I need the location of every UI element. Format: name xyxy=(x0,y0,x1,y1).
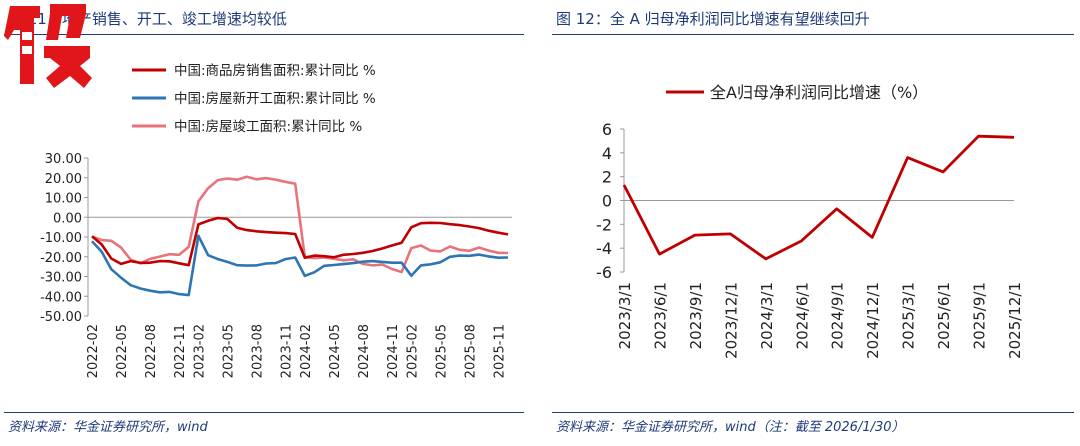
x-tick-label: 2024-08 xyxy=(357,324,372,378)
x-tick-label: 2025/3/1 xyxy=(900,282,918,349)
figure-12-panel: 图 12：全 A 归母净利润同比增速有望继续回升 全A归母净利润同比增速（%） 6… xyxy=(548,0,1080,446)
x-tick-label: 2023/12/1 xyxy=(722,282,740,359)
figure-12-top-rule xyxy=(552,34,1074,35)
series-line-0 xyxy=(91,216,509,267)
figure-11-bottom-rule xyxy=(4,412,524,413)
y-tick-label: 6 xyxy=(602,120,612,139)
y-tick-label: 0.00 xyxy=(53,211,82,226)
x-tick-label: 2023-11 xyxy=(279,324,294,378)
y-tick-label: -6 xyxy=(596,263,612,282)
x-tick-label: 2022-11 xyxy=(173,324,188,378)
y-tick-label: -20.00 xyxy=(40,251,82,266)
x-tick-label: 2023-08 xyxy=(250,324,265,378)
x-tick-label: 2024/3/1 xyxy=(758,282,776,349)
x-tick-label: 2025-11 xyxy=(492,324,507,378)
x-tick-label: 2023/6/1 xyxy=(651,282,669,349)
x-tick-label: 2024-02 xyxy=(299,324,314,378)
legend-label-1: 中国:房屋新开工面积:累计同比 % xyxy=(174,91,376,107)
x-tick-label: 2024/12/1 xyxy=(864,282,882,359)
x-tick-label: 2025/9/1 xyxy=(971,282,989,349)
figure-12-bottom-rule xyxy=(552,412,1074,413)
gu-stamp-right-bottom xyxy=(44,46,92,88)
gu-stamp-left-inner xyxy=(22,32,32,54)
x-tick-label: 2025-02 xyxy=(405,324,420,378)
x-tick-label: 2025-05 xyxy=(434,324,449,378)
figure-12-source: 资料来源：华金证券研究所，wind（注：截至 2026/1/30） xyxy=(556,420,905,435)
real-estate-chart: 中国:商品房销售面积:累计同比 % 中国:房屋新开工面积:累计同比 % 中国:房屋竣… xyxy=(40,63,512,378)
x-tick-label: 2023-05 xyxy=(221,324,236,378)
series-line-0 xyxy=(622,134,1015,261)
y-tick-label: 4 xyxy=(602,144,612,163)
gu-stamp-right-top xyxy=(46,4,86,40)
gu-stamp-logo xyxy=(4,4,92,88)
x-tick-label: 2023/3/1 xyxy=(616,282,634,349)
y-tick-label: -40.00 xyxy=(40,290,82,305)
x-tick-label: 2024-11 xyxy=(386,324,401,378)
legend-label-2: 中国:房屋竣工面积:累计同比 % xyxy=(174,119,362,135)
x-tick-label: 2025/12/1 xyxy=(1006,282,1024,359)
y-tick-label: 10.00 xyxy=(45,192,82,207)
series-line-2 xyxy=(91,175,509,274)
y-tick-label: 30.00 xyxy=(45,152,82,167)
figure-12-title: 图 12：全 A 归母净利润同比增速有望继续回升 xyxy=(556,10,870,28)
x-tick-label: 2022-02 xyxy=(86,324,101,378)
y-tick-label: 2 xyxy=(602,168,612,187)
x-tick-label: 2023-02 xyxy=(192,324,207,378)
legend-label-0: 中国:商品房销售面积:累计同比 % xyxy=(174,63,376,79)
figure-11-source: 资料来源：华金证券研究所，wind xyxy=(8,420,208,435)
x-tick-label: 2023/9/1 xyxy=(687,282,705,349)
x-tick-label: 2025/6/1 xyxy=(935,282,953,349)
y-tick-label: -2 xyxy=(596,215,612,234)
y-tick-label: 20.00 xyxy=(45,172,82,187)
legend-label-0: 全A归母净利润同比增速（%） xyxy=(710,83,928,102)
x-tick-label: 2022-05 xyxy=(115,324,130,378)
y-tick-label: 0 xyxy=(602,192,612,211)
series-line-1 xyxy=(91,234,509,297)
x-tick-label: 2024-05 xyxy=(328,324,343,378)
gu-stamp-left-stroke xyxy=(4,6,40,84)
figure-11-top-rule xyxy=(4,34,524,35)
y-tick-label: -30.00 xyxy=(40,271,82,286)
figure-11-panel: 图 11：地产销售、开工、竣工增速均较低 中国:商品房销售面积:累计同比 % 中国… xyxy=(0,0,530,446)
x-tick-label: 2025-08 xyxy=(463,324,478,378)
x-tick-label: 2022-08 xyxy=(144,324,159,378)
x-tick-label: 2024/9/1 xyxy=(829,282,847,349)
y-tick-label: -4 xyxy=(596,239,612,258)
y-tick-label: -50.00 xyxy=(40,310,82,325)
y-tick-label: -10.00 xyxy=(40,231,82,246)
x-tick-label: 2024/6/1 xyxy=(793,282,811,349)
